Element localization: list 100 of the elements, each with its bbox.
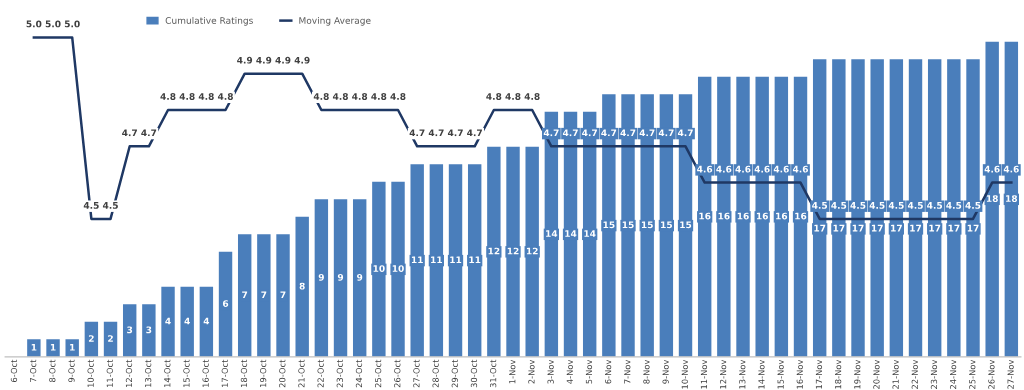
bar [372,181,386,357]
data-label: 4.5 [831,202,847,209]
x-tick-label: 9-Oct [68,359,75,383]
bar [352,199,367,357]
data-label: 11 [450,256,462,264]
data-label: 14 [584,230,596,237]
data-label: 18 [986,195,998,202]
bar [429,164,444,357]
data-label: 4.6 [984,165,1000,173]
x-tick-label: 15-Nov [777,359,784,389]
data-label: 4.8 [352,93,368,100]
x-tick-label: 19-Oct [259,359,267,387]
x-tick-label: 27-Oct [413,359,420,388]
data-label: 4.7 [639,129,655,137]
bar [180,286,194,357]
data-label: 15 [603,221,615,229]
bar [218,251,233,357]
data-label: 17 [910,224,922,232]
x-tick-label: 1-Nov [509,359,516,384]
bar [161,286,175,357]
x-tick-label: 31-Oct [489,359,497,388]
data-label: 17 [948,224,960,232]
x-tick-label: 7-Nov [624,359,631,384]
data-label: 4.5 [965,202,981,209]
x-tick-label: 30-Oct [470,359,478,388]
data-label: 4.8 [332,93,348,100]
x-tick-label: 6-Oct [10,359,18,382]
data-label: 4.8 [198,93,214,100]
x-tick-label: 25-Nov [969,359,976,389]
data-label: 4.8 [371,93,387,100]
data-label: 1 [31,344,37,351]
data-label: 4 [165,317,171,325]
data-label: 17 [891,224,902,232]
bar [851,59,865,357]
data-label: 4.7 [141,129,157,137]
data-label: 4.6 [754,165,770,173]
data-label: 4.5 [83,202,99,209]
data-label: 16 [776,212,788,220]
data-label: 1 [50,344,56,351]
data-label: 7 [261,291,267,299]
data-label: 4.6 [1003,165,1019,173]
data-label: 4.7 [447,129,463,137]
data-label: 9 [357,273,363,281]
data-label: 4.6 [697,165,713,173]
data-label: 12 [507,247,519,255]
bar [755,76,769,357]
data-label: 14 [565,230,577,237]
x-tick-label: 16-Oct [202,359,209,387]
data-label: 15 [622,221,634,229]
data-label: 11 [411,256,423,264]
x-tick-label: 14-Oct [164,359,171,387]
x-tick-label: 21-Oct [298,359,305,388]
bar [640,94,654,357]
data-label: 4.7 [677,129,693,137]
data-label: 4.9 [237,56,253,64]
data-label: 15 [680,221,692,229]
bar [506,146,520,357]
data-label: 4.6 [792,165,809,173]
bar [257,234,271,357]
legend-label: Cumulative Ratings [165,16,253,26]
x-tick-label: 8-Nov [643,359,650,384]
data-label: 4.7 [601,129,617,137]
data-label: 4.8 [524,93,540,100]
data-label: 12 [526,247,538,255]
x-tick-label: 18-Nov [834,359,842,389]
data-label: 4.7 [467,129,482,137]
x-tick-label: 21-Nov [892,359,899,389]
data-label: 4 [184,317,190,325]
data-label: 4.7 [582,129,597,137]
data-label: 17 [967,224,979,232]
x-tick-label: 13-Oct [144,359,152,387]
x-tick-label: 22-Oct [317,359,324,388]
x-tick-label: 27-Nov [1007,359,1014,389]
data-label: 16 [718,212,730,220]
data-label: 2 [88,335,94,342]
x-tick-label: 20-Oct [279,359,286,388]
data-label: 4.9 [256,56,272,64]
x-tick-label: 10-Oct [87,359,94,387]
bar [295,216,309,357]
data-label: 8 [299,282,305,290]
data-label: 4.5 [102,202,118,209]
data-label: 4.8 [160,93,176,100]
bar [525,146,539,357]
data-label: 4 [203,317,210,325]
data-label: 4.6 [735,165,751,173]
x-tick-label: 26-Oct [394,359,401,388]
legend-label: Moving Average [299,16,371,26]
data-label: 4.6 [773,165,789,173]
data-label: 6 [222,300,229,307]
x-tick-label: 9-Nov [662,359,669,384]
data-label: 4.7 [409,129,425,137]
x-tick-label: 19-Nov [854,359,861,389]
data-label: 17 [833,224,845,232]
data-label: 4.5 [927,202,943,209]
x-tick-label: 11-Oct [106,359,113,387]
data-label: 11 [469,256,481,264]
data-label: 10 [373,265,385,272]
x-tick-label: 2-Nov [528,359,535,384]
data-label: 15 [661,221,672,229]
bar [314,199,329,357]
